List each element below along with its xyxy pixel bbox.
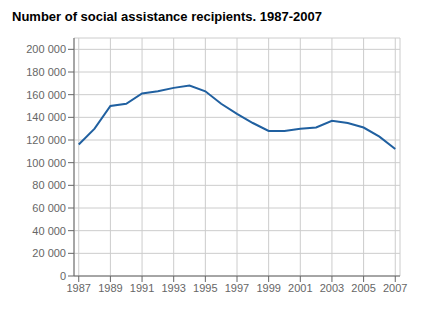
svg-text:20 000: 20 000 — [32, 247, 66, 259]
svg-text:80 000: 80 000 — [32, 179, 66, 191]
svg-text:100 000: 100 000 — [26, 157, 66, 169]
svg-text:140 000: 140 000 — [26, 111, 66, 123]
svg-text:2003: 2003 — [320, 282, 344, 294]
svg-text:2001: 2001 — [288, 282, 312, 294]
svg-text:1995: 1995 — [193, 282, 217, 294]
svg-text:180 000: 180 000 — [26, 66, 66, 78]
svg-text:1999: 1999 — [256, 282, 280, 294]
svg-text:1993: 1993 — [161, 282, 185, 294]
svg-text:200 000: 200 000 — [26, 43, 66, 55]
svg-text:1991: 1991 — [130, 282, 154, 294]
html-text:Number of social assistance re: Number of social assistance recipients. … — [12, 9, 322, 24]
svg-text:1987: 1987 — [67, 282, 91, 294]
svg-text:60 000: 60 000 — [32, 202, 66, 214]
svg-text:2005: 2005 — [351, 282, 375, 294]
svg-text:1997: 1997 — [225, 282, 249, 294]
svg-text:2007: 2007 — [383, 282, 407, 294]
svg-text:0: 0 — [60, 270, 66, 282]
svg-text:40 000: 40 000 — [32, 225, 66, 237]
svg-text:1989: 1989 — [98, 282, 122, 294]
svg-text:160 000: 160 000 — [26, 89, 66, 101]
svg-text:120 000: 120 000 — [26, 134, 66, 146]
